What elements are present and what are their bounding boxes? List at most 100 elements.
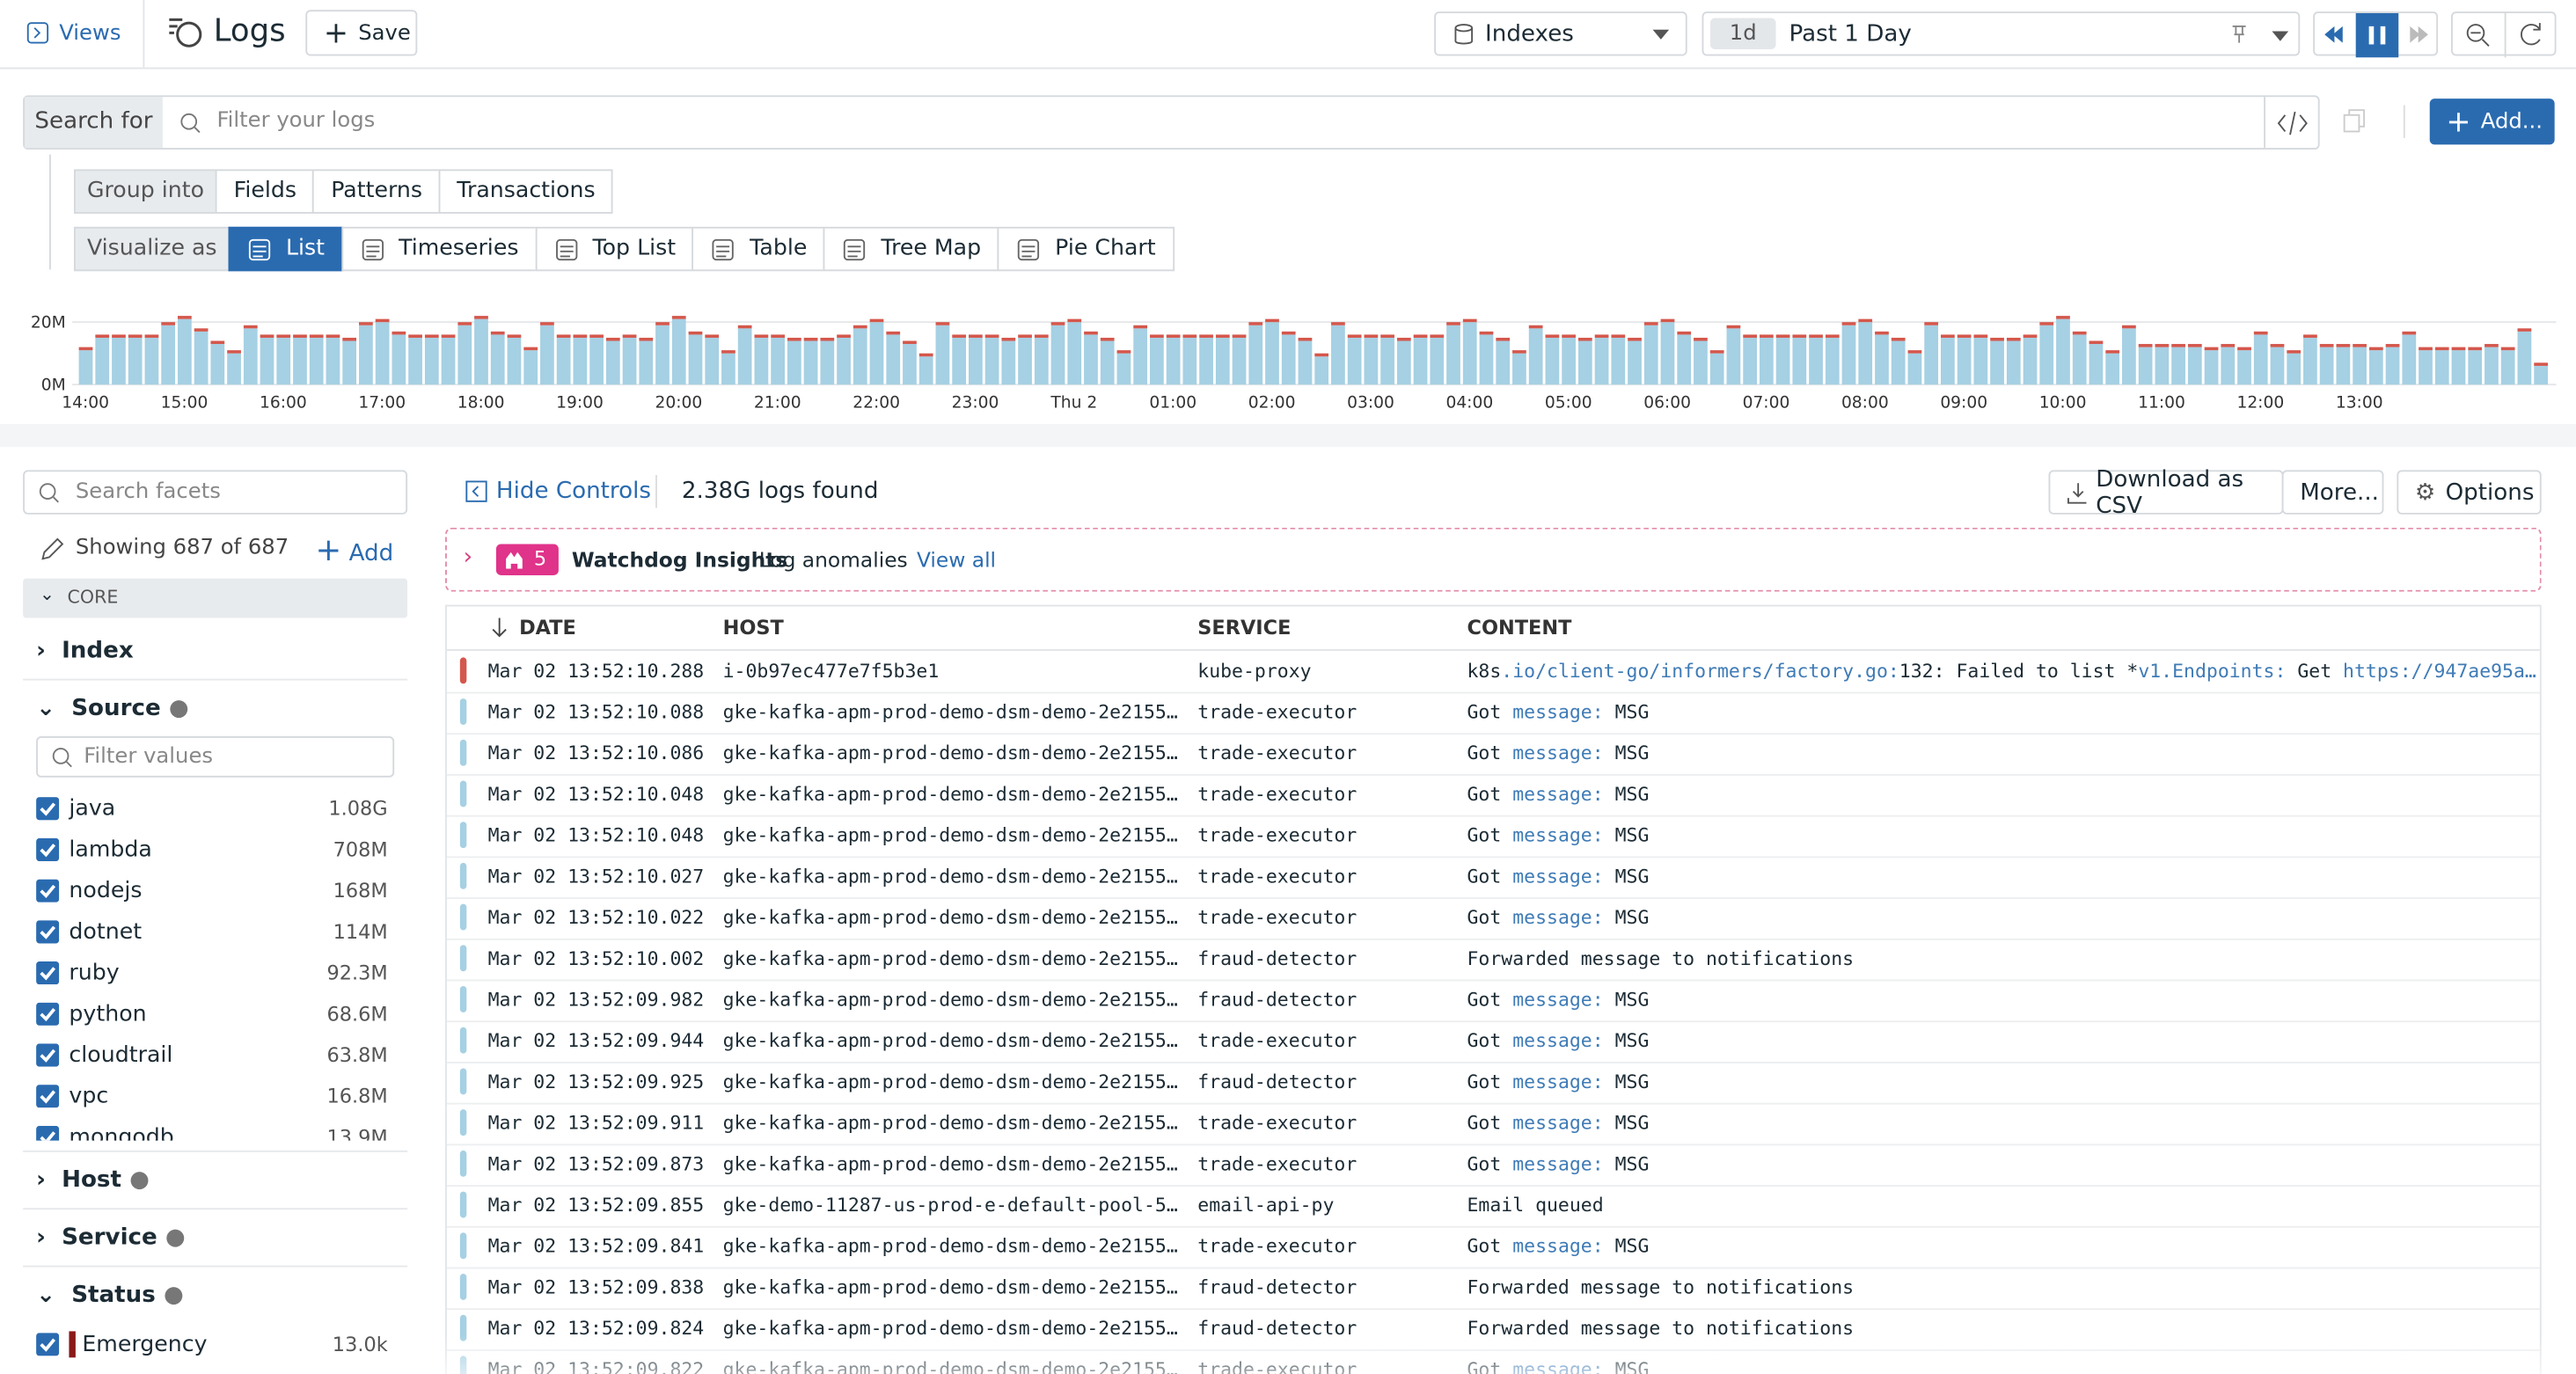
checkbox[interactable] xyxy=(36,879,60,903)
log-row[interactable]: Mar 02 13:52:09.982 gke-kafka-apm-prod-de… xyxy=(446,980,2540,1023)
log-row[interactable]: Mar 02 13:52:09.838 gke-kafka-apm-prod-de… xyxy=(446,1268,2540,1311)
toggle-option[interactable]: Top List xyxy=(535,226,694,272)
toggle-option[interactable]: Pie Chart xyxy=(997,226,1175,272)
facet-value[interactable]: nodejs 168M xyxy=(23,871,407,912)
facet-value[interactable]: python 68.6M xyxy=(23,994,407,1035)
checkbox[interactable] xyxy=(36,1043,60,1067)
view-all[interactable]: View all xyxy=(916,547,997,573)
facet-value[interactable]: dotnet 114M xyxy=(23,912,407,954)
add-button[interactable]: + Add... xyxy=(2429,99,2555,145)
time-range[interactable]: 1d Past 1 Day xyxy=(1701,11,2301,56)
log-date: Mar 02 13:52:09.841 xyxy=(487,1234,705,1258)
column-header[interactable]: CONTENT xyxy=(1467,616,1572,639)
watchdog-title: Watchdog Insights xyxy=(571,547,788,573)
log-row[interactable]: Mar 02 13:52:09.944 gke-kafka-apm-prod-de… xyxy=(446,1020,2540,1063)
toggle-option[interactable]: Patterns xyxy=(312,169,441,214)
add-facet[interactable]: + Add xyxy=(316,532,394,568)
column-header[interactable]: DATE xyxy=(519,616,576,639)
bar xyxy=(918,356,933,385)
checkbox[interactable] xyxy=(36,837,60,862)
content-segment: Got xyxy=(1467,1070,1513,1093)
toggle-option[interactable]: Table xyxy=(692,226,825,272)
log-row[interactable]: Mar 02 13:52:09.873 gke-kafka-apm-prod-de… xyxy=(446,1144,2540,1187)
log-row[interactable]: Mar 02 13:52:10.022 gke-kafka-apm-prod-de… xyxy=(446,897,2540,940)
checkmark xyxy=(40,802,56,816)
toggle-option[interactable]: Tree Map xyxy=(823,226,999,272)
facet-value[interactable]: ruby 92.3M xyxy=(23,954,407,995)
bar xyxy=(2419,347,2433,351)
bar xyxy=(2155,347,2170,385)
more-button[interactable]: More... xyxy=(2281,470,2384,515)
facet-count: 63.8M xyxy=(326,1043,388,1067)
icon xyxy=(1018,238,1040,261)
icon-shape xyxy=(555,238,577,261)
icons xyxy=(2466,12,2541,58)
save-button[interactable]: + Save xyxy=(305,10,418,56)
icon xyxy=(248,238,271,261)
core-header[interactable]: ⌄ CORE xyxy=(23,578,408,618)
log-row[interactable]: Mar 02 13:52:10.048 gke-kafka-apm-prod-de… xyxy=(446,815,2540,859)
playback-controls[interactable] xyxy=(2313,11,2439,58)
caret: ⌄ xyxy=(36,695,55,722)
bar xyxy=(424,337,439,385)
facet-value[interactable]: java 1.08G xyxy=(23,789,407,830)
filter-values[interactable]: Filter values xyxy=(36,736,395,778)
facet-value[interactable]: lambda 708M xyxy=(23,830,407,872)
facet-value[interactable]: vpc 16.8M xyxy=(23,1077,407,1118)
bar xyxy=(1232,337,1247,385)
facet-value[interactable]: mongodb 13.9M xyxy=(23,1118,407,1141)
code-button[interactable] xyxy=(2264,97,2319,149)
facet-value[interactable]: cloudtrail 63.8M xyxy=(23,1035,407,1077)
indexes-dropdown[interactable]: Indexes xyxy=(1434,11,1687,56)
checkbox[interactable] xyxy=(36,920,60,944)
status-facet[interactable]: ⌄ Status ● xyxy=(36,1282,184,1308)
bar xyxy=(1577,340,1592,385)
bar xyxy=(95,337,110,385)
hide-controls[interactable]: Hide Controls xyxy=(495,478,651,505)
views-button[interactable]: Views xyxy=(10,13,137,53)
checkbox[interactable] xyxy=(36,1002,60,1026)
toggle-option[interactable]: Timeseries xyxy=(340,226,538,272)
log-row[interactable]: Mar 02 13:52:09.911 gke-kafka-apm-prod-de… xyxy=(446,1103,2540,1146)
index-facet[interactable]: › Index xyxy=(36,638,134,664)
bar xyxy=(2221,347,2236,385)
host-facet[interactable]: › Host ● xyxy=(36,1167,150,1194)
log-row[interactable]: Mar 02 13:52:10.088 gke-kafka-apm-prod-de… xyxy=(446,692,2540,735)
search-input[interactable]: Filter your logs xyxy=(216,108,376,134)
checkbox[interactable] xyxy=(36,1333,60,1356)
checkbox[interactable] xyxy=(36,1085,60,1108)
column-header[interactable]: SERVICE xyxy=(1197,616,1292,639)
icon-shape xyxy=(248,238,271,261)
bar xyxy=(392,331,406,335)
bar xyxy=(2122,325,2136,329)
checkbox[interactable] xyxy=(36,961,60,985)
source-facet[interactable]: ⌄ Source ● xyxy=(36,695,189,721)
log-row[interactable]: Mar 02 13:52:09.841 gke-kafka-apm-prod-de… xyxy=(446,1226,2540,1269)
log-row[interactable]: Mar 02 13:52:10.288 i-0b97ec477e7f5b3e1 ku… xyxy=(446,651,2540,694)
checkbox[interactable] xyxy=(36,797,60,821)
log-row[interactable]: Mar 02 13:52:09.925 gke-kafka-apm-prod-de… xyxy=(446,1062,2540,1105)
zoom-refresh[interactable] xyxy=(2451,11,2557,58)
toggle-option[interactable]: Fields xyxy=(216,169,315,214)
toggle-option[interactable]: List xyxy=(228,226,343,272)
facet-search[interactable]: Search facets xyxy=(23,470,408,515)
bar xyxy=(1232,334,1247,338)
log-row[interactable]: Mar 02 13:52:10.002 gke-kafka-apm-prod-de… xyxy=(446,939,2540,982)
checkbox[interactable] xyxy=(36,1125,60,1141)
label: Indexes xyxy=(1485,20,1574,48)
log-row[interactable]: Mar 02 13:52:09.855 gke-demo-11287-us-pro… xyxy=(446,1185,2540,1228)
column-header[interactable]: HOST xyxy=(722,616,784,639)
bar xyxy=(952,334,967,338)
expand-caret[interactable]: › xyxy=(463,544,473,571)
bar xyxy=(408,337,422,385)
bar xyxy=(1941,334,1955,338)
download-csv[interactable]: Download as CSV xyxy=(2048,466,2284,518)
service-facet[interactable]: › Service ● xyxy=(36,1224,186,1251)
options-button[interactable]: ⚙ Options xyxy=(2397,470,2542,515)
toggle-option[interactable]: Transactions xyxy=(438,169,614,214)
log-row[interactable]: Mar 02 13:52:10.048 gke-kafka-apm-prod-de… xyxy=(446,774,2540,817)
log-row[interactable]: Mar 02 13:52:10.086 gke-kafka-apm-prod-de… xyxy=(446,733,2540,776)
log-row[interactable]: Mar 02 13:52:10.027 gke-kafka-apm-prod-de… xyxy=(446,856,2540,900)
facet-value[interactable]: Emergency 13.0k xyxy=(23,1325,407,1366)
content-segment: Got xyxy=(1467,905,1513,929)
